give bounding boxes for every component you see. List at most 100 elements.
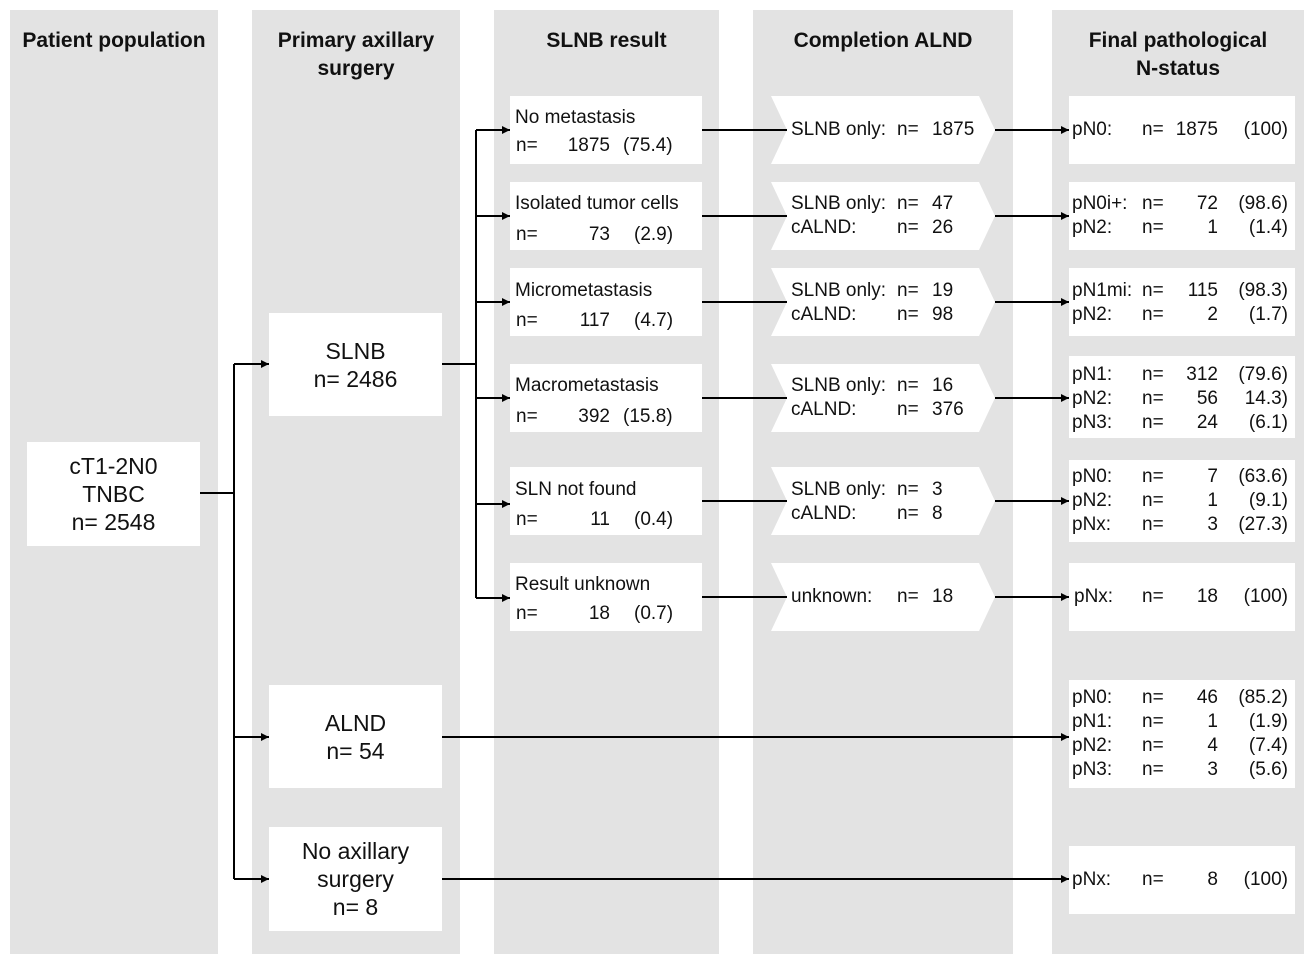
completion-n-label: n= bbox=[897, 586, 919, 607]
result-n: 11 bbox=[590, 509, 610, 530]
n-percent: (100) bbox=[1243, 119, 1288, 140]
n-percent: (1.7) bbox=[1248, 304, 1288, 325]
completion-label: SLNB only: bbox=[791, 193, 887, 214]
n-value: 3 bbox=[1207, 759, 1218, 780]
chevron-shape bbox=[771, 364, 995, 432]
completion-n-label: n= bbox=[897, 304, 919, 325]
n-percent: (100) bbox=[1243, 586, 1288, 607]
result-percent: (2.9) bbox=[634, 224, 674, 245]
n-percent: 14.3) bbox=[1244, 388, 1288, 409]
result-label: Isolated tumor cells bbox=[515, 193, 679, 214]
completion-n: 18 bbox=[932, 586, 954, 607]
completion-label: cALND: bbox=[791, 217, 857, 238]
n-status: pN2: bbox=[1072, 304, 1113, 325]
n-status: pN2: bbox=[1072, 217, 1113, 238]
n-value: 2 bbox=[1207, 304, 1218, 325]
n-status: pN2: bbox=[1072, 490, 1113, 511]
final-status-box: pN0: n= 1875 (100) bbox=[1069, 96, 1295, 164]
result-n-label: n= bbox=[516, 135, 538, 156]
result-percent: (75.4) bbox=[623, 135, 673, 156]
n-status: pN2: bbox=[1072, 735, 1113, 756]
no-surgery-count: n= 8 bbox=[332, 894, 379, 920]
final-status-box: pN0i+: n= 72 (98.6) pN2: n= 1 (1.4) bbox=[1069, 182, 1295, 250]
n-value: 56 bbox=[1196, 388, 1218, 409]
final-status-box: pN0: n= 7 (63.6) pN2: n= 1 (9.1) pNx: n=… bbox=[1069, 460, 1295, 542]
n-value: 1 bbox=[1207, 490, 1218, 511]
n-status: pN3: bbox=[1072, 412, 1113, 433]
result-n-label: n= bbox=[516, 310, 538, 331]
result-n: 18 bbox=[588, 603, 610, 624]
n-value: 1 bbox=[1207, 711, 1218, 732]
n-label: n= bbox=[1142, 586, 1164, 607]
column-title-line: N-status bbox=[1135, 57, 1220, 80]
result-n-label: n= bbox=[516, 406, 538, 427]
completion-label: cALND: bbox=[791, 304, 857, 325]
result-label: Micrometastasis bbox=[515, 280, 653, 301]
result-n-label: n= bbox=[516, 603, 538, 624]
completion-n-label: n= bbox=[897, 375, 919, 396]
result-percent: (15.8) bbox=[623, 406, 673, 427]
n-percent: (98.3) bbox=[1238, 280, 1288, 301]
completion-n-label: n= bbox=[897, 503, 919, 524]
completion-n-label: n= bbox=[897, 280, 919, 301]
result-percent: (0.4) bbox=[634, 509, 674, 530]
n-status: pNx: bbox=[1072, 514, 1112, 535]
slnb-result-box: Micrometastasis n= 117 (4.7) bbox=[510, 268, 702, 336]
slnb-result-box: Macrometastasis n= 392 (15.8) bbox=[510, 364, 702, 432]
n-status: pN0i+: bbox=[1072, 193, 1128, 214]
n-value: 1875 bbox=[1175, 119, 1218, 140]
n-value: 1 bbox=[1207, 217, 1218, 238]
n-label: n= bbox=[1142, 490, 1164, 511]
n-label: n= bbox=[1142, 364, 1164, 385]
chevron-shape bbox=[771, 96, 995, 164]
n-percent: (98.6) bbox=[1238, 193, 1288, 214]
result-percent: (0.7) bbox=[634, 603, 674, 624]
result-n-label: n= bbox=[516, 509, 538, 530]
n-value: 3 bbox=[1207, 514, 1218, 535]
n-label: n= bbox=[1142, 412, 1164, 433]
patient-stage: cT1-2N0 bbox=[69, 453, 158, 479]
patient-count: n= 2548 bbox=[71, 509, 156, 535]
n-percent: (1.9) bbox=[1248, 711, 1288, 732]
n-percent: (100) bbox=[1243, 869, 1288, 890]
n-label: n= bbox=[1142, 514, 1164, 535]
slnb-box: SLNB n= 2486 bbox=[269, 313, 442, 416]
completion-n: 3 bbox=[932, 479, 943, 500]
n-status: pN1: bbox=[1072, 364, 1113, 385]
n-value: 312 bbox=[1186, 364, 1218, 385]
n-value: 4 bbox=[1207, 735, 1218, 756]
chevron-shape bbox=[771, 182, 995, 250]
chevron-shape bbox=[771, 467, 995, 535]
column-title: SLNB result bbox=[546, 29, 667, 52]
n-status: pN0: bbox=[1072, 466, 1113, 487]
no-surgery-label-1: No axillary bbox=[301, 838, 410, 864]
n-label: n= bbox=[1142, 193, 1164, 214]
chevron-shape bbox=[771, 268, 995, 336]
n-percent: (1.4) bbox=[1248, 217, 1288, 238]
n-status: pN2: bbox=[1072, 388, 1113, 409]
final-status-box: pN0: n= 46 (85.2) pN1: n= 1 (1.9) pN2: n… bbox=[1069, 680, 1295, 788]
completion-label: SLNB only: bbox=[791, 375, 887, 396]
completion-n: 16 bbox=[932, 375, 954, 396]
final-status-box: pNx: n= 8 (100) bbox=[1069, 846, 1295, 914]
result-label: No metastasis bbox=[515, 107, 636, 128]
completion-n: 376 bbox=[932, 399, 964, 420]
completion-n-label: n= bbox=[897, 119, 919, 140]
column-title: Completion ALND bbox=[793, 29, 973, 52]
slnb-count: n= 2486 bbox=[313, 365, 398, 392]
n-status: pN0: bbox=[1072, 687, 1113, 708]
n-percent: (85.2) bbox=[1238, 687, 1288, 708]
patient-subtype: TNBC bbox=[82, 481, 145, 507]
column-title: Patient population bbox=[22, 29, 206, 52]
result-label: SLN not found bbox=[515, 479, 637, 500]
n-value: 24 bbox=[1196, 412, 1218, 433]
completion-n: 8 bbox=[932, 503, 943, 524]
n-label: n= bbox=[1142, 388, 1164, 409]
column-title: Final pathological N-status bbox=[1052, 27, 1304, 83]
n-percent: (7.4) bbox=[1248, 735, 1288, 756]
n-status: pNx: bbox=[1074, 586, 1114, 607]
n-label: n= bbox=[1142, 217, 1164, 238]
n-label: n= bbox=[1142, 119, 1164, 140]
n-label: n= bbox=[1142, 466, 1164, 487]
completion-n-label: n= bbox=[897, 479, 919, 500]
